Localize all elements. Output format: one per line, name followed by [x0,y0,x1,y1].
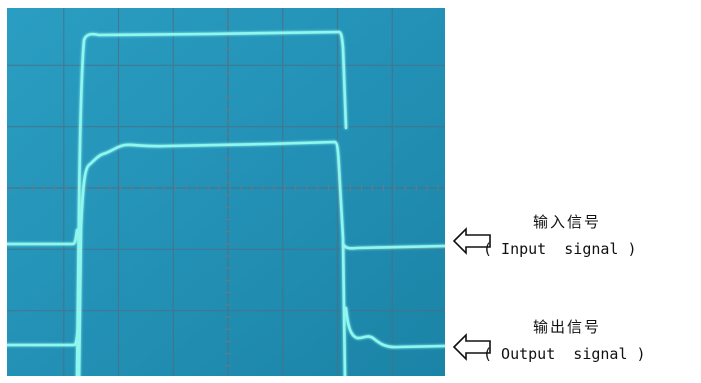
input-signal-label: 输入信号 [533,213,602,231]
input-signal-annotation: 输入信号 ( Input signal ) [450,207,701,267]
middle-pulse-trace [77,140,347,376]
top-square-pulse-trace [75,30,348,376]
oscilloscope-screen [7,8,445,376]
input-signal-trace [7,228,445,250]
output-signal-annotation: 输出信号 ( Output signal ) [450,313,701,373]
left-arrow-icon [452,333,491,361]
graticule-center-ticks [10,11,439,367]
input-signal-sublabel: ( Input signal ) [483,240,637,258]
left-arrow-icon [452,227,491,255]
output-signal-trace [7,306,445,349]
output-signal-label: 输出信号 [533,318,602,336]
screen-background [7,8,445,376]
output-signal-sublabel: ( Output signal ) [483,345,646,363]
